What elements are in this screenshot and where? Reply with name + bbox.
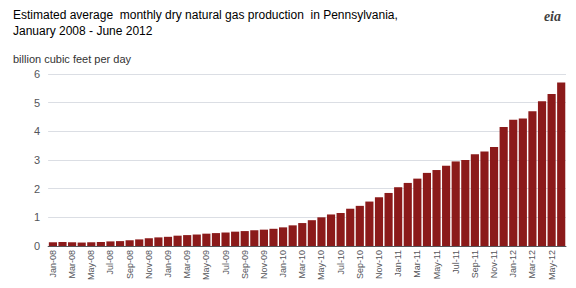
svg-text:4: 4 — [34, 125, 40, 137]
svg-text:Sep-10: Sep-10 — [355, 250, 365, 279]
svg-text:6: 6 — [34, 68, 40, 80]
svg-text:Mar-10: Mar-10 — [297, 250, 307, 279]
svg-text:Jan-08: Jan-08 — [48, 250, 58, 278]
svg-text:billion cubic feet per day: billion cubic feet per day — [13, 53, 132, 65]
svg-text:Sep-09: Sep-09 — [240, 250, 250, 279]
svg-text:May-08: May-08 — [86, 250, 96, 280]
svg-text:Sep-08: Sep-08 — [125, 250, 135, 279]
svg-text:May-11: May-11 — [432, 250, 442, 279]
svg-text:Jan-09: Jan-09 — [163, 250, 173, 278]
svg-text:5: 5 — [34, 97, 40, 109]
svg-text:May-09: May-09 — [201, 250, 211, 280]
svg-text:Jul-09: Jul-09 — [221, 250, 231, 275]
svg-text:May-10: May-10 — [316, 250, 326, 280]
svg-text:Jul-08: Jul-08 — [105, 250, 115, 275]
svg-text:Mar-11: Mar-11 — [412, 250, 422, 278]
svg-text:Sep-11: Sep-11 — [470, 250, 480, 278]
svg-text:Estimated average monthly dry: Estimated average monthly dry natural ga… — [13, 8, 398, 22]
svg-text:eia: eia — [544, 9, 561, 24]
svg-text:January 2008 - June 2012: January 2008 - June 2012 — [13, 24, 153, 38]
svg-text:3: 3 — [34, 154, 40, 166]
svg-text:Jul-10: Jul-10 — [336, 250, 346, 275]
svg-text:0: 0 — [34, 240, 40, 252]
svg-text:2: 2 — [34, 183, 40, 195]
svg-text:Mar-09: Mar-09 — [182, 250, 192, 279]
svg-text:Mar-12: Mar-12 — [527, 250, 537, 279]
svg-text:Jan-12: Jan-12 — [508, 250, 518, 278]
svg-text:Nov-10: Nov-10 — [374, 250, 384, 279]
svg-text:Nov-11: Nov-11 — [489, 250, 499, 278]
svg-text:1: 1 — [34, 211, 40, 223]
svg-text:Jul-11: Jul-11 — [451, 250, 461, 274]
svg-text:Jan-10: Jan-10 — [278, 250, 288, 278]
svg-text:Mar-08: Mar-08 — [67, 250, 77, 279]
svg-text:May-12: May-12 — [547, 250, 557, 280]
svg-text:Jan-11: Jan-11 — [393, 250, 403, 277]
svg-text:Nov-08: Nov-08 — [144, 250, 154, 279]
svg-text:Nov-09: Nov-09 — [259, 250, 269, 279]
